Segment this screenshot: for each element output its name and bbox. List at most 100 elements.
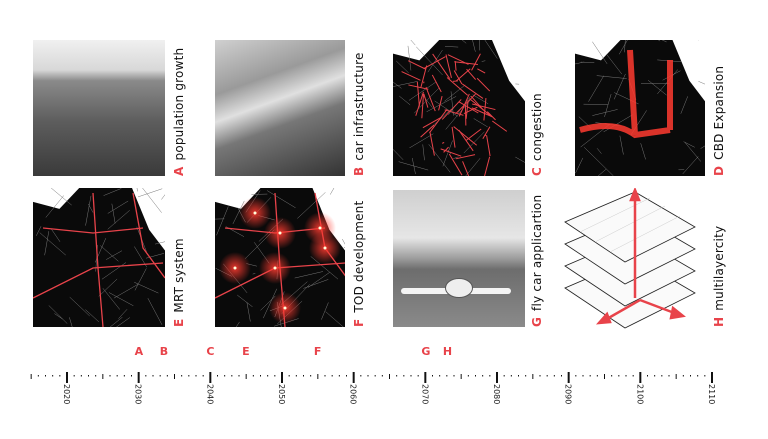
street [325,311,344,327]
street [142,188,162,213]
street [700,145,705,149]
year-label: 2100 [635,384,645,405]
congested-road [458,93,470,117]
congested-road [438,96,443,111]
panel-label-b: Bcar infrastructure [352,40,366,176]
street [137,188,163,198]
congested-road [429,109,448,134]
street [442,140,453,167]
congested-road [423,93,429,108]
fly-car-photo [393,190,525,327]
street [450,91,454,116]
street [398,161,429,171]
street [103,188,122,196]
street [575,61,585,65]
street [246,302,251,322]
street [428,144,451,173]
panel-title: CBD Expansion [712,65,726,160]
congested-road [422,116,442,129]
panel-title: MRT system [172,238,186,313]
street [88,203,94,213]
street [266,190,296,209]
arrow-right [639,298,678,316]
timeline-marker-c: C [206,345,215,358]
year-label: 2090 [563,384,573,405]
street [134,281,159,294]
street [473,118,488,128]
panel-label-c: Ccongestion [530,40,544,176]
street [619,135,624,155]
congested-road [462,161,470,176]
congested-road [441,142,445,144]
street [237,294,253,308]
panel-title: population growth [172,47,186,161]
street [592,41,608,64]
congested-road [455,154,476,160]
street [640,143,646,160]
street [583,147,614,176]
car-infrastructure-photo [215,40,345,176]
timeline-marker-f: F [313,345,322,358]
street [100,245,119,262]
street [680,96,689,114]
panel-label-d: D CBD Expansion [712,40,726,176]
year-label: 2040 [205,384,215,405]
year-label: 2020 [62,384,71,405]
congested-road [461,83,484,99]
street [472,40,476,52]
panel-title: multilayercity [712,225,726,311]
street [683,141,695,148]
congested-road [484,156,491,176]
congested-road [451,126,456,148]
street [136,188,138,192]
cbd-expansion-map [575,40,705,176]
street [597,168,607,176]
street [161,194,165,200]
street [252,273,256,275]
congested-road [483,98,487,121]
timeline-marker-g: G [421,345,431,358]
street [575,157,584,174]
panel-letter: F [352,318,366,327]
congested-road [443,146,449,153]
street [682,156,699,175]
congested-road [447,54,469,65]
street [108,292,134,306]
panel-letter: G [530,316,544,327]
year-label: 2050 [277,384,286,405]
year-label: 2080 [492,384,501,405]
street [307,272,330,288]
street [393,81,418,87]
mrt-line [33,192,165,327]
fly-car-cabin [445,278,473,298]
arrow-left [604,298,641,322]
panel-label-e: E MRT system [172,188,186,327]
panel-title: fly car applicartion [530,194,544,311]
street [107,210,130,230]
timeline-marker-e: E [242,345,250,358]
street [399,95,411,106]
timeline-marker-h: H [442,345,453,358]
street [145,253,165,259]
congested-road [425,86,436,112]
congested-road [491,120,508,132]
timeline-marker-b: B [159,345,169,358]
congested-road [477,68,486,74]
congested-road [454,61,457,71]
street [596,148,602,154]
congestion-map [393,40,525,176]
congested-road [423,56,446,70]
congested-road [440,148,462,157]
street [426,96,457,112]
panel-letter: B [352,166,366,176]
street [39,232,66,256]
panel-title: car infrastructure [352,52,366,161]
congested-road [408,60,427,70]
street [147,298,163,325]
year-label: 2070 [420,384,430,405]
street [294,271,324,279]
congested-road [432,53,451,79]
arrow-right-head [669,305,686,320]
street [107,200,129,214]
